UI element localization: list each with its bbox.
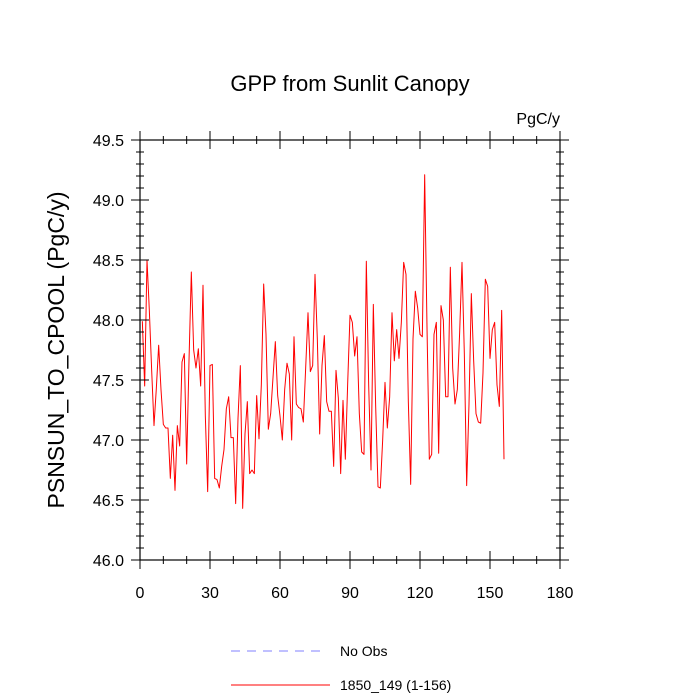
y-tick-label: 46.0 xyxy=(93,553,124,570)
units-label: PgC/y xyxy=(516,111,560,128)
y-tick-label: 46.5 xyxy=(93,493,124,510)
x-tick-label: 120 xyxy=(407,585,434,602)
y-tick-label: 48.5 xyxy=(93,253,124,270)
y-tick-label: 47.5 xyxy=(93,373,124,390)
plot-series xyxy=(141,174,505,509)
x-tick-label: 0 xyxy=(136,585,145,602)
x-tick-label: 90 xyxy=(341,585,359,602)
x-tick-label: 30 xyxy=(201,585,219,602)
x-tick-label: 150 xyxy=(477,585,504,602)
plot-frame xyxy=(139,139,561,561)
legend-label-no-obs: No Obs xyxy=(340,643,387,659)
chart-title: GPP from Sunlit Canopy xyxy=(230,71,469,96)
legend-label-1850-149: 1850_149 (1-156) xyxy=(340,677,451,693)
y-tick-label: 49.0 xyxy=(93,193,124,210)
axis-ticks xyxy=(131,131,569,569)
y-axis-label: PSNSUN_TO_CPOOL (PgC/y) xyxy=(43,192,69,509)
y-tick-label: 47.0 xyxy=(93,433,124,450)
x-tick-label: 180 xyxy=(547,585,574,602)
axis-tick-labels: 0 30 60 90 120 150 180 46.0 46.5 47.0 47.5 48.0 48.5… xyxy=(93,133,574,602)
legend: No Obs 1850_149 (1-156) xyxy=(231,643,451,693)
x-tick-label: 60 xyxy=(271,585,289,602)
y-tick-label: 48.0 xyxy=(93,313,124,330)
series-line-1850-149 xyxy=(141,174,505,509)
y-tick-label: 49.5 xyxy=(93,133,124,150)
